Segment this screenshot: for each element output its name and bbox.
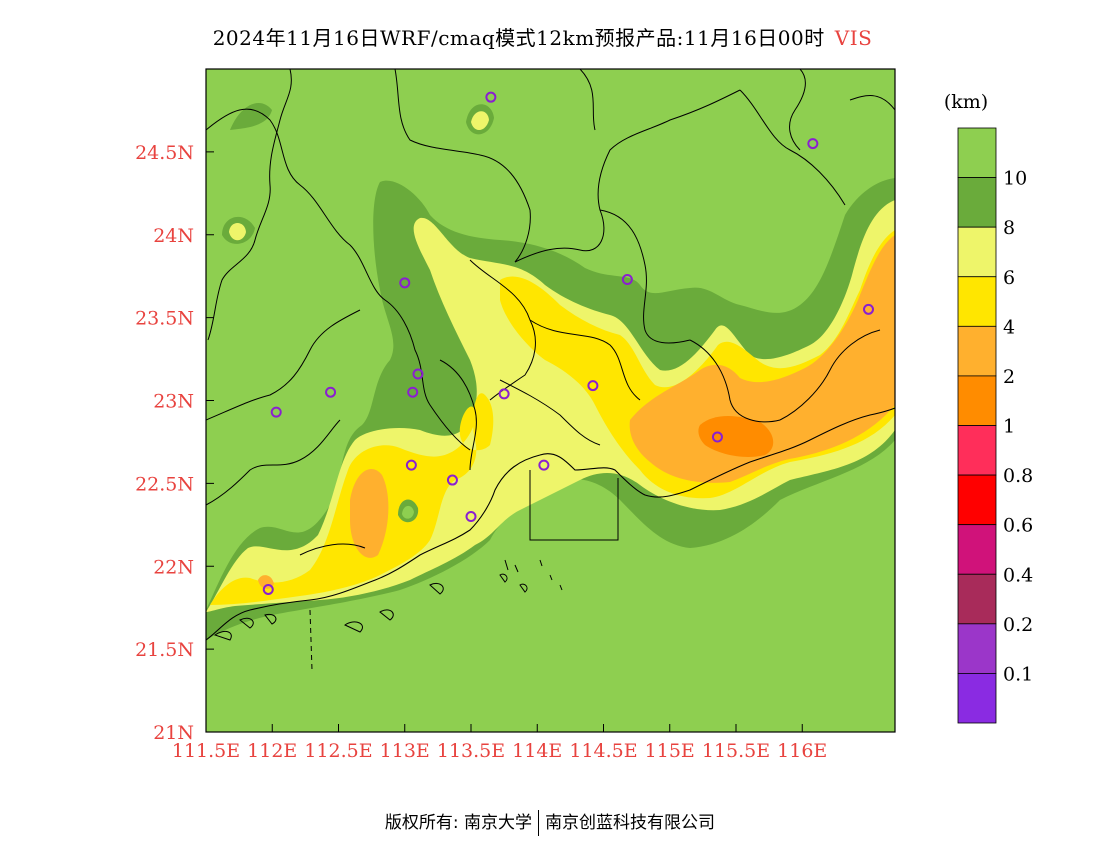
station-marker <box>405 459 417 471</box>
lat-tick-label: 21.5N <box>135 639 194 661</box>
colorbar-label: 0.2 <box>1003 614 1033 636</box>
colorbar-label: 6 <box>1003 267 1015 289</box>
lat-tick-label: 23N <box>153 391 194 413</box>
copyright-text: 版权所有: 南京大学 <box>384 813 533 833</box>
coastline <box>206 407 895 641</box>
chart-title: 2024年11月16日WRF/cmaq模式12km预报产品:11月16日00时 V… <box>0 22 1085 51</box>
title-variable: VIS <box>834 26 873 50</box>
station-marker <box>538 459 550 471</box>
title-text: 2024年11月16日WRF/cmaq模式12km预报产品:11月16日00时 <box>212 26 825 50</box>
colorbar-label: 0.4 <box>1003 564 1033 586</box>
colorbar-swatch <box>957 673 997 724</box>
lon-tick-label: 115.5E <box>702 740 770 762</box>
station-marker <box>498 388 510 400</box>
colorbar-swatch <box>957 325 997 377</box>
vis-band-2 <box>629 235 895 483</box>
islands <box>213 559 563 671</box>
vis-patch-6b <box>471 111 489 131</box>
station-marker <box>807 138 819 150</box>
colorbar-swatch <box>957 425 997 476</box>
vis-patch-8a <box>230 102 272 130</box>
colorbar-label: 1 <box>1003 416 1015 438</box>
lon-tick-label: 116E <box>777 740 827 762</box>
station-marker <box>325 386 337 398</box>
lon-tick-label: 112E <box>247 740 297 762</box>
vis-band-1 <box>698 416 774 457</box>
colorbar-unit: (km) <box>944 91 988 113</box>
lon-tick-label: 114.5E <box>569 740 637 762</box>
station-marker <box>270 406 282 418</box>
colorbar-swatch <box>957 573 997 625</box>
lat-tick-label: 22.5N <box>135 473 194 495</box>
company-text: 南京创蓝科技有限公司 <box>545 813 716 833</box>
colorbar: (km) 10 8 6 4 2 1 0.8 0.6 0.4 0.2 0.1 <box>944 91 1033 724</box>
vis-patch-6a <box>229 223 246 241</box>
colorbar-swatch <box>957 375 997 426</box>
station-marker <box>399 277 411 289</box>
station-marker <box>262 583 274 595</box>
lon-tick-label: 115E <box>645 740 695 762</box>
footer-separator <box>538 810 540 836</box>
lon-tick-label: 114E <box>512 740 562 762</box>
colorbar-label: 4 <box>1003 316 1015 338</box>
station-marker <box>485 91 497 103</box>
lat-tick-label: 23.5N <box>135 308 194 330</box>
map-axes: 111.5E 112E 112.5E 113E 113.5E 114E 114.5E 115E… <box>135 142 827 762</box>
station-markers <box>262 91 874 595</box>
colorbar-swatch <box>957 524 997 575</box>
map-fields <box>206 69 895 732</box>
colorbar-label: 0.8 <box>1003 465 1033 487</box>
boundaries <box>206 69 895 556</box>
colorbar-swatch <box>957 276 997 327</box>
colorbar-swatch <box>957 127 997 178</box>
lat-tick-label: 21N <box>153 722 194 744</box>
lat-tick-label: 24.5N <box>135 142 194 164</box>
lon-tick-label: 113E <box>380 740 430 762</box>
station-marker <box>863 303 874 315</box>
colorbar-swatch <box>957 226 997 278</box>
station-marker <box>587 380 599 392</box>
colorbar-label: 8 <box>1003 217 1015 239</box>
footer: 版权所有: 南京大学 南京创蓝科技有限公司 <box>0 808 1100 836</box>
colorbar-swatch <box>957 623 997 674</box>
station-marker <box>465 511 477 523</box>
lon-tick-label: 113.5E <box>437 740 505 762</box>
lat-tick-label: 22N <box>153 556 194 578</box>
colorbar-label: 2 <box>1003 366 1015 388</box>
colorbar-label: 0.1 <box>1003 663 1033 685</box>
colorbar-swatch <box>957 177 997 228</box>
colorbar-swatch <box>957 474 997 526</box>
vis-hole-b <box>402 505 414 519</box>
station-marker <box>711 431 723 443</box>
station-marker <box>412 368 424 380</box>
station-marker <box>446 474 458 486</box>
lon-tick-label: 112.5E <box>304 740 372 762</box>
vis-patch-2a <box>350 468 389 558</box>
lat-tick-label: 24N <box>153 225 194 247</box>
colorbar-label: 0.6 <box>1003 515 1033 537</box>
station-marker <box>407 386 419 398</box>
lon-tick-label: 111.5E <box>172 740 240 762</box>
colorbar-label: 10 <box>1003 168 1027 190</box>
station-marker <box>621 274 633 286</box>
